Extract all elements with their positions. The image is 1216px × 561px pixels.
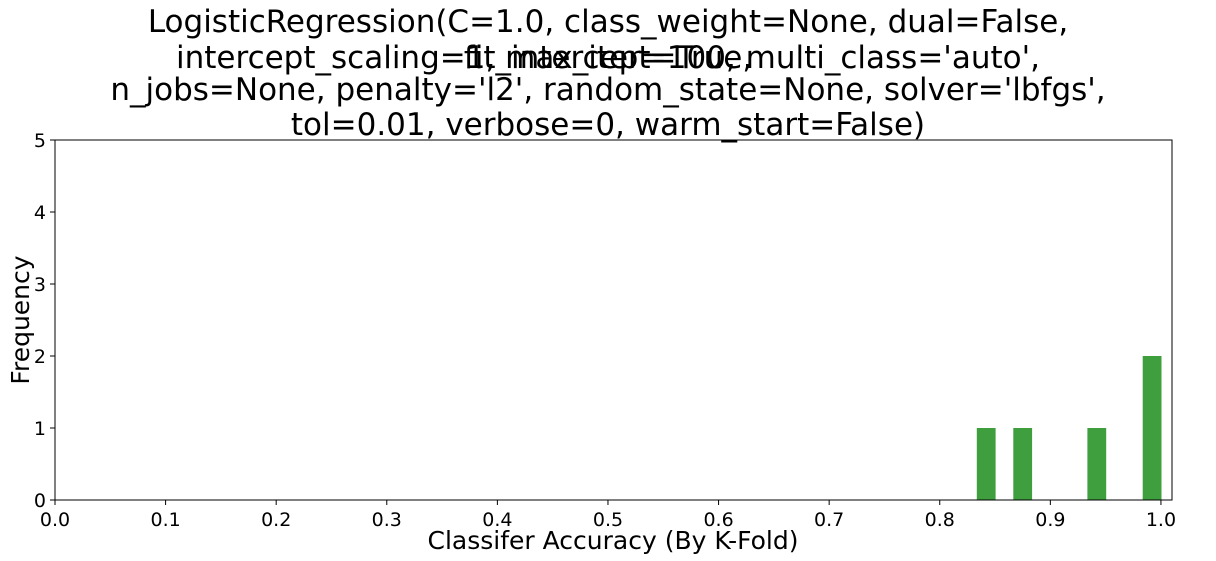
x-tick-label-1: 0.1 — [150, 509, 180, 531]
x-tick-label-0: 0.0 — [40, 509, 70, 531]
y-tick-label-5: 5 — [34, 130, 46, 152]
x-tick-label-10: 1.0 — [1146, 509, 1176, 531]
bars-layer — [976, 356, 1162, 500]
y-tick-label-4: 4 — [34, 202, 46, 224]
y-tick-label-1: 1 — [34, 418, 46, 440]
x-tick-label-7: 0.7 — [814, 509, 844, 531]
bar-1 — [976, 428, 996, 500]
y-axis-ticks: 0 1 2 3 4 5 — [34, 130, 55, 512]
y-axis-label: Frequency — [6, 255, 35, 384]
bar-4 — [1142, 356, 1162, 500]
x-tick-label-8: 0.8 — [925, 509, 955, 531]
chart-title-line-2: intercept_scaling=1, max_iter=100, multi… — [176, 40, 1040, 76]
x-tick-label-3: 0.3 — [372, 509, 402, 531]
x-tick-label-6: 0.6 — [703, 509, 733, 531]
plot-frame — [54, 139, 1173, 501]
x-tick-label-4: 0.4 — [482, 509, 512, 531]
y-tick-label-3: 3 — [34, 274, 46, 296]
x-tick-label-9: 0.9 — [1035, 509, 1065, 531]
bar-3 — [1087, 428, 1107, 500]
y-tick-label-0: 0 — [34, 490, 46, 512]
x-axis-label: Classifer Accuracy (By K-Fold) — [428, 526, 799, 555]
y-tick-label-2: 2 — [34, 346, 46, 368]
chart-title-line-4: tol=0.01, verbose=0, warm_start=False) — [290, 107, 926, 143]
x-tick-label-5: 0.5 — [593, 509, 623, 531]
x-axis-ticks: 0.0 0.1 0.2 0.3 0.4 0.5 0.6 0.7 0.8 0.9 1.0 — [40, 500, 1176, 531]
x-tick-label-2: 0.2 — [261, 509, 291, 531]
chart-title-line-1: LogisticRegression(C=1.0, class_weight=N… — [147, 4, 1069, 76]
bar-2 — [1013, 428, 1033, 500]
chart-title-line-3: n_jobs=None, penalty='l2', random_state=… — [110, 72, 1106, 108]
